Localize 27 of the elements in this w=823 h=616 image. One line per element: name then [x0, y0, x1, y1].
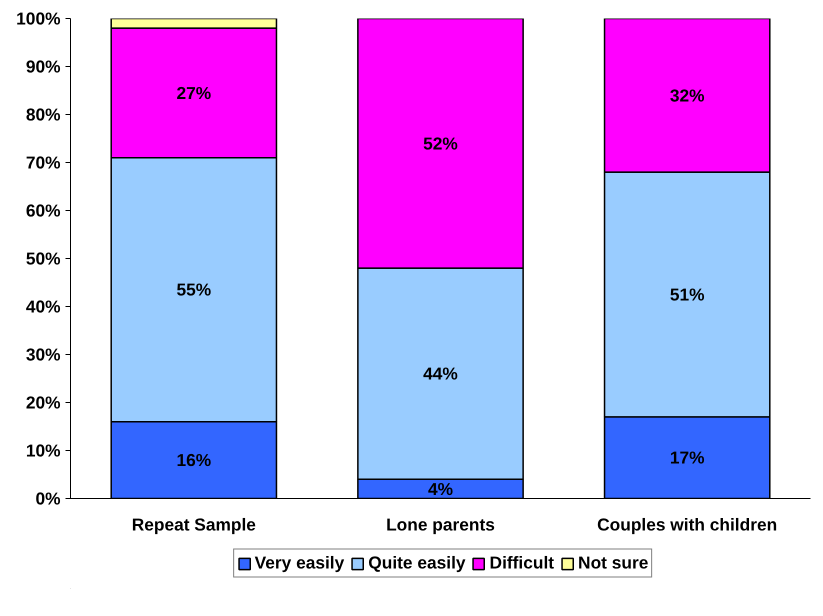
legend-label: Difficult — [490, 552, 554, 574]
y-tick-label: 90% — [26, 56, 61, 76]
legend-label: Not sure — [578, 552, 648, 574]
data-label: 44% — [423, 364, 458, 384]
data-label: 16% — [176, 450, 212, 470]
data-label: 4% — [428, 478, 454, 499]
y-tick-label: 50% — [26, 248, 61, 268]
legend-label: Quite easily — [368, 552, 466, 574]
data-label: 52% — [423, 133, 458, 154]
data-label: 32% — [670, 85, 705, 106]
y-tick-label: 100% — [16, 8, 61, 28]
x-tick-label: Couples with children — [597, 514, 778, 534]
data-label: 55% — [176, 280, 212, 300]
legend-label: Very easily — [254, 552, 344, 574]
y-tick-label: 80% — [26, 104, 61, 124]
data-label: 51% — [670, 284, 705, 304]
y-tick-label: 20% — [26, 392, 61, 412]
y-tick-label: 0% — [35, 488, 60, 508]
y-tick-label: 70% — [26, 152, 61, 172]
y-tick-label: 10% — [26, 440, 61, 460]
x-tick-label: Repeat Sample — [132, 514, 256, 534]
data-label: 17% — [670, 448, 705, 468]
y-tick-label: 40% — [26, 296, 61, 316]
data-label: 27% — [176, 82, 212, 103]
x-tick-label: Lone parents — [386, 514, 495, 534]
y-tick-label: 30% — [26, 344, 61, 364]
y-tick-label: 60% — [26, 200, 61, 220]
